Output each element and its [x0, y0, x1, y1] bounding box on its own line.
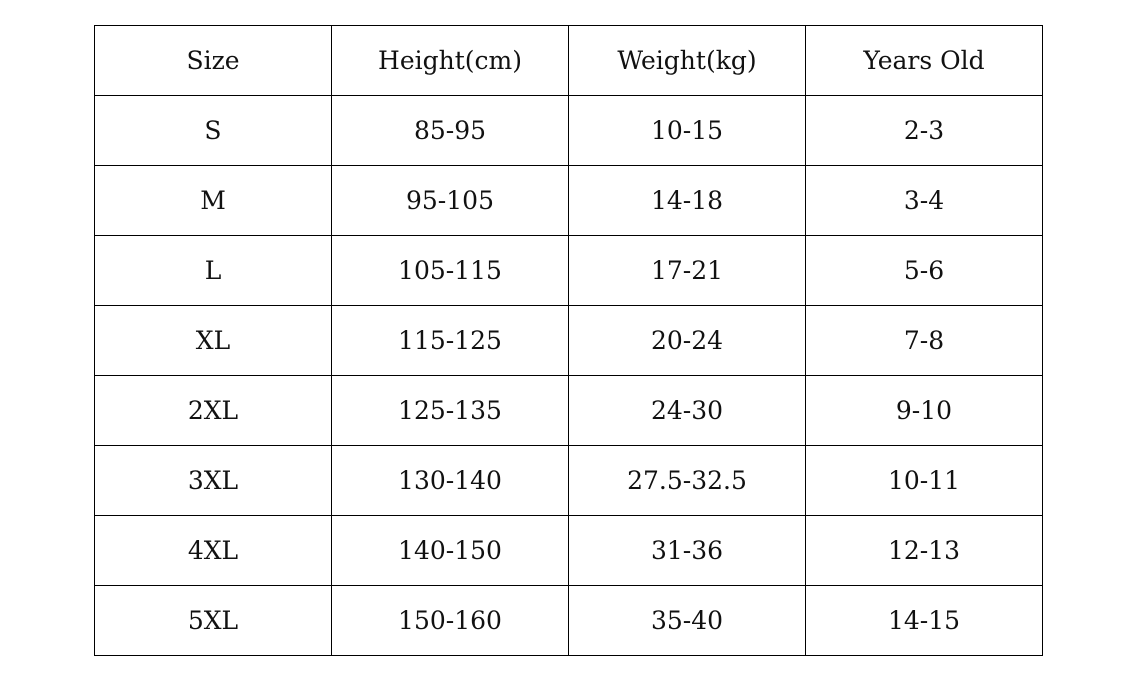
header-row: Size Height(cm) Weight(kg) Years Old: [94, 25, 1043, 96]
cell: M: [94, 165, 332, 236]
header-cell: Height(cm): [331, 25, 569, 96]
cell: 85-95: [331, 95, 569, 166]
cell: 14-15: [805, 585, 1043, 656]
cell: L: [94, 235, 332, 306]
cell: 10-11: [805, 445, 1043, 516]
cell: 105-115: [331, 235, 569, 306]
cell: 5XL: [94, 585, 332, 656]
cell: S: [94, 95, 332, 166]
row: M 95-105 14-18 3-4: [94, 165, 1043, 236]
cell: 20-24: [568, 305, 806, 376]
row: 2XL 125-135 24-30 9-10: [94, 375, 1043, 446]
cell: 14-18: [568, 165, 806, 236]
cell: 9-10: [805, 375, 1043, 446]
cell: 2XL: [94, 375, 332, 446]
row: S 85-95 10-15 2-3: [94, 95, 1043, 166]
cell: 24-30: [568, 375, 806, 446]
cell: 7-8: [805, 305, 1043, 376]
cell: 2-3: [805, 95, 1043, 166]
cell: 125-135: [331, 375, 569, 446]
cell: 150-160: [331, 585, 569, 656]
size-table: Size Height(cm) Weight(kg) Years Old S 85-95 1…: [94, 25, 1043, 656]
row: XL 115-125 20-24 7-8: [94, 305, 1043, 376]
cell: 27.5-32.5: [568, 445, 806, 516]
header-cell: Years Old: [805, 25, 1043, 96]
cell: 10-15: [568, 95, 806, 166]
cell: 5-6: [805, 235, 1043, 306]
row: 4XL 140-150 31-36 12-13: [94, 515, 1043, 586]
row: 5XL 150-160 35-40 14-15: [94, 585, 1043, 656]
cell: 17-21: [568, 235, 806, 306]
cell: 115-125: [331, 305, 569, 376]
cell: 4XL: [94, 515, 332, 586]
cell: 3-4: [805, 165, 1043, 236]
cell: 12-13: [805, 515, 1043, 586]
cell: XL: [94, 305, 332, 376]
cell: 140-150: [331, 515, 569, 586]
cell: 31-36: [568, 515, 806, 586]
header-cell: Weight(kg): [568, 25, 806, 96]
header-cell: Size: [94, 25, 332, 96]
cell: 35-40: [568, 585, 806, 656]
cell: 3XL: [94, 445, 332, 516]
cell: 130-140: [331, 445, 569, 516]
cell: 95-105: [331, 165, 569, 236]
row: L 105-115 17-21 5-6: [94, 235, 1043, 306]
row: 3XL 130-140 27.5-32.5 10-11: [94, 445, 1043, 516]
